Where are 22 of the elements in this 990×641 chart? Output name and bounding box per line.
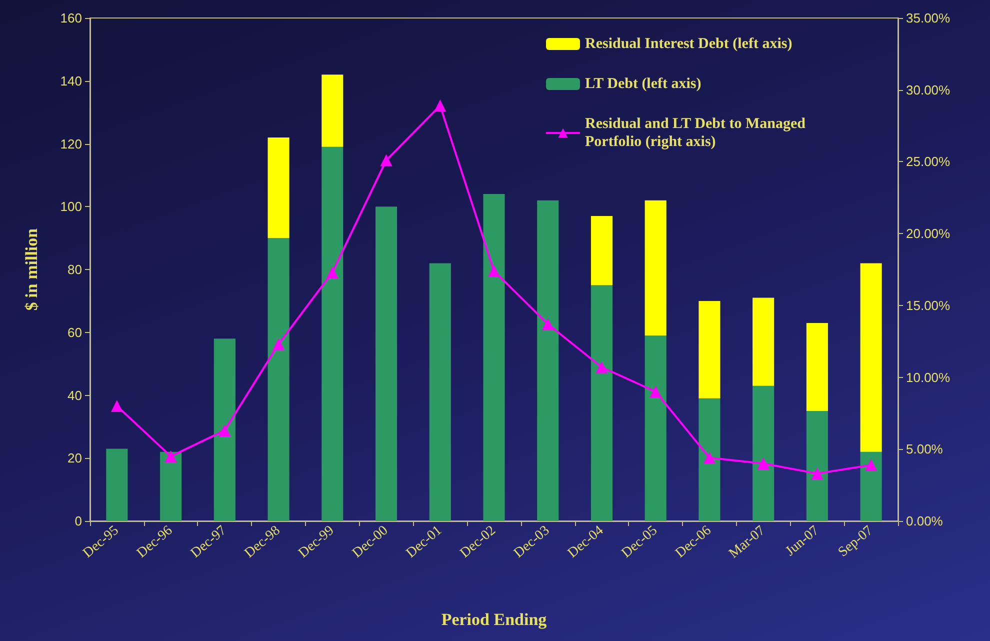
y2-tick-label: 30.00% bbox=[906, 82, 951, 98]
legend-label: Residual Interest Debt (left axis) bbox=[585, 36, 792, 52]
y2-tick-label: 10.00% bbox=[906, 370, 951, 385]
y-tick-label: 140 bbox=[60, 73, 82, 88]
y-tick-label: 20 bbox=[68, 450, 82, 466]
y-tick-label: 60 bbox=[68, 324, 82, 340]
y-axis-title: $ in million bbox=[22, 228, 41, 311]
y2-tick-label: 20.00% bbox=[906, 226, 951, 242]
y2-tick-label: 5.00% bbox=[906, 442, 944, 457]
y-tick-label: 40 bbox=[68, 388, 82, 403]
y-tick-label: 0 bbox=[74, 514, 82, 528]
legend-label: LT Debt (left axis) bbox=[585, 76, 702, 92]
y2-tick-label: 25.00% bbox=[906, 154, 951, 170]
y-tick-label: 100 bbox=[60, 199, 82, 214]
y2-tick-label: 35.00% bbox=[906, 10, 951, 26]
y2-tick-label: 0.00% bbox=[906, 514, 944, 528]
y2-tick-label: 15.00% bbox=[906, 298, 951, 313]
y-tick-label: 120 bbox=[60, 136, 82, 152]
x-axis-title: Period Ending bbox=[441, 610, 548, 629]
y-tick-label: 160 bbox=[60, 10, 82, 26]
y-tick-label: 80 bbox=[68, 262, 82, 277]
legend-label: Residual and LT Debt to Managed Portfolio (right axis) bbox=[585, 116, 810, 150]
